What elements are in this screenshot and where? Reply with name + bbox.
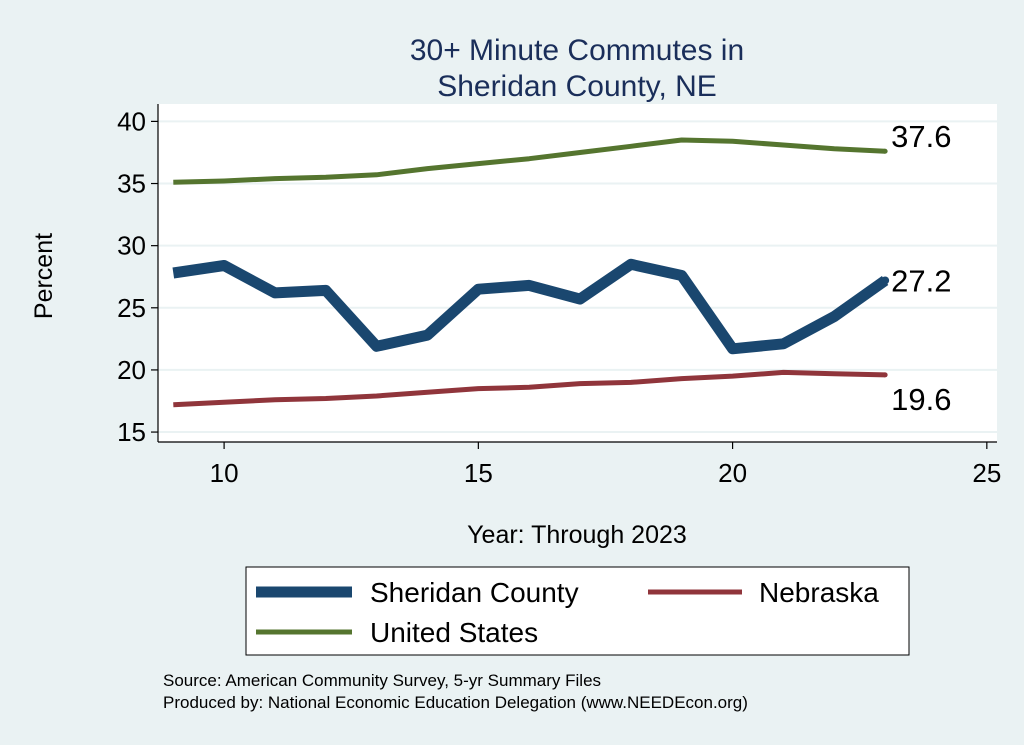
- chart-title-line-2: Sheridan County, NE: [437, 70, 717, 103]
- y-tick-label-25: 25: [117, 293, 146, 323]
- axes: 15 20 25 30 35 40 10 15 20 25: [117, 104, 1001, 488]
- legend-label-united-states: United States: [370, 617, 538, 648]
- x-axis-title: Year: Through 2023: [467, 521, 687, 549]
- legend: Sheridan County Nebraska United States: [245, 566, 910, 656]
- series-line-sheridan-county: [172, 258, 889, 355]
- x-tick-label-10: 10: [210, 458, 239, 488]
- legend-box: [245, 566, 910, 656]
- legend-label-sheridan-county: Sheridan County: [370, 577, 579, 608]
- source-line-2: Produced by: National Economic Education…: [163, 693, 748, 712]
- end-point-united-states: [882, 148, 888, 154]
- end-label-sheridan-county: 27.2: [891, 263, 951, 298]
- end-label-united-states: 37.6: [891, 119, 951, 154]
- y-tick-label-35: 35: [117, 169, 146, 199]
- x-tick-label-25: 25: [972, 458, 1001, 488]
- end-point-sheridan-county: [881, 276, 890, 285]
- y-tick-label-40: 40: [117, 106, 146, 136]
- chart-title-line-1: 30+ Minute Commutes in: [410, 34, 744, 67]
- gridlines: [158, 120, 997, 434]
- source-line-1: Source: American Community Survey, 5-yr …: [163, 671, 601, 690]
- x-tick-label-15: 15: [464, 458, 493, 488]
- end-label-nebraska: 19.6: [891, 382, 951, 417]
- series-line-united-states: [173, 137, 886, 185]
- y-tick-label-30: 30: [117, 231, 146, 261]
- y-tick-label-15: 15: [117, 417, 146, 447]
- end-point-nebraska: [882, 372, 888, 378]
- end-labels: 37.6 19.6 27.2: [891, 119, 951, 417]
- series-line-nebraska: [173, 369, 886, 408]
- y-tick-label-20: 20: [117, 355, 146, 385]
- series-lines: [172, 137, 890, 408]
- legend-label-nebraska: Nebraska: [759, 577, 879, 608]
- x-tick-label-20: 20: [718, 458, 747, 488]
- y-axis-title: Percent: [30, 233, 58, 319]
